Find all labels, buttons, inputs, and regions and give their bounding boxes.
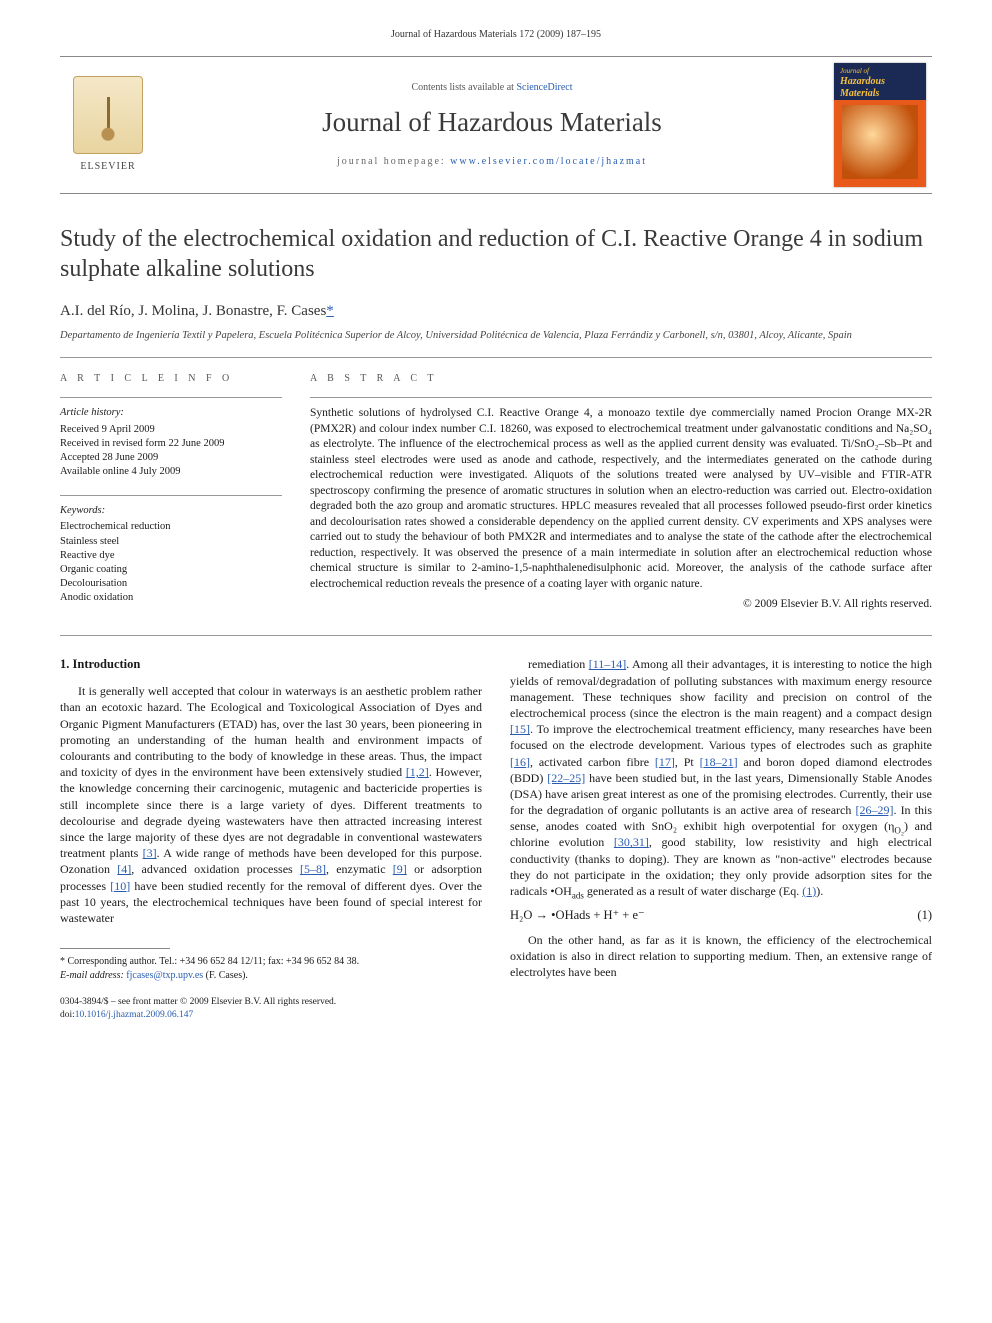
journal-homepage-link[interactable]: www.elsevier.com/locate/jhazmat: [450, 156, 647, 167]
citation-link[interactable]: [3]: [143, 846, 157, 860]
body-text: , enzymatic: [326, 862, 393, 876]
history-accepted: Accepted 28 June 2009: [60, 451, 282, 465]
doi-label: doi:: [60, 1010, 75, 1020]
citation-link[interactable]: [16]: [510, 755, 530, 769]
body-text: . To improve the electrochemical treatme…: [510, 722, 932, 752]
journal-homepage-line: journal homepage: www.elsevier.com/locat…: [337, 155, 647, 169]
authors-text: A.I. del Río, J. Molina, J. Bonastre, F.…: [60, 303, 326, 319]
divider-abs: [310, 397, 932, 398]
doi-block: 0304-3894/$ – see front matter © 2009 El…: [60, 996, 482, 1022]
article-info-label: A R T I C L E I N F O: [60, 372, 282, 386]
citation-link[interactable]: [10]: [110, 879, 130, 893]
contents-lists-line: Contents lists available at ScienceDirec…: [411, 81, 572, 95]
equation-number: (1): [917, 907, 932, 924]
journal-masthead: ELSEVIER Contents lists available at Sci…: [60, 56, 932, 194]
body-text: , Pt: [675, 755, 700, 769]
keyword-item: Anodic oxidation: [60, 591, 282, 605]
equation-body: H₂O → •OHads + H⁺ + e⁻: [510, 907, 645, 924]
front-matter-line: 0304-3894/$ – see front matter © 2009 El…: [60, 996, 482, 1009]
author-list: A.I. del Río, J. Molina, J. Bonastre, F.…: [60, 301, 932, 321]
body-text: generated as a result of water discharge…: [584, 884, 802, 898]
citation-link[interactable]: [5–8]: [300, 862, 326, 876]
doi-line: doi:10.1016/j.jhazmat.2009.06.147: [60, 1009, 482, 1022]
body-text: ).: [816, 884, 823, 898]
keyword-item: Organic coating: [60, 563, 282, 577]
citation-link[interactable]: [18–21]: [700, 755, 738, 769]
equation-ref-link[interactable]: (1): [802, 884, 816, 898]
journal-name: Journal of Hazardous Materials: [322, 104, 662, 140]
cover-word-c: Materials: [840, 87, 879, 101]
divider-bottom: [60, 635, 932, 636]
citation-link[interactable]: [1,2]: [406, 765, 429, 779]
email-label: E-mail address:: [60, 970, 126, 981]
body-paragraph-2: remediation [11–14]. Among all their adv…: [510, 656, 932, 899]
history-revised: Received in revised form 22 June 2009: [60, 437, 282, 451]
divider-info-1: [60, 397, 282, 398]
footnote-rule: [60, 948, 170, 949]
citation-link[interactable]: [15]: [510, 722, 530, 736]
masthead-center: Contents lists available at ScienceDirec…: [156, 57, 828, 193]
affiliation: Departamento de Ingeniería Textil y Pape…: [60, 329, 932, 343]
publisher-name: ELSEVIER: [80, 160, 135, 174]
journal-cover-thumbnail: Journal of Hazardous Materials: [834, 63, 926, 187]
article-title: Study of the electrochemical oxidation a…: [60, 224, 932, 285]
keywords-heading: Keywords:: [60, 504, 282, 518]
keyword-item: Reactive dye: [60, 549, 282, 563]
homepage-prefix: journal homepage:: [337, 156, 450, 167]
citation-link[interactable]: [4]: [117, 862, 131, 876]
body-text: , activated carbon fibre: [530, 755, 655, 769]
keyword-item: Stainless steel: [60, 535, 282, 549]
body-paragraph-3: On the other hand, as far as it is known…: [510, 932, 932, 981]
doi-link[interactable]: 10.1016/j.jhazmat.2009.06.147: [75, 1010, 193, 1020]
body-text: remediation: [528, 657, 589, 671]
abstract-column: A B S T R A C T Synthetic solutions of h…: [310, 372, 932, 622]
article-body: 1. Introduction It is generally well acc…: [60, 656, 932, 1021]
citation-link[interactable]: [26–29]: [855, 803, 893, 817]
copyright-line: © 2009 Elsevier B.V. All rights reserved…: [310, 597, 932, 613]
article-history-heading: Article history:: [60, 406, 282, 420]
running-head: Journal of Hazardous Materials 172 (2009…: [60, 28, 932, 42]
article-history-block: Article history: Received 9 April 2009 R…: [60, 406, 282, 479]
keywords-block: Keywords: Electrochemical reduction Stai…: [60, 504, 282, 605]
citation-link[interactable]: [9]: [393, 862, 407, 876]
footnote-email-line: E-mail address: fjcases@txp.upv.es (F. C…: [60, 969, 482, 983]
elsevier-tree-icon: [73, 76, 143, 154]
citation-link[interactable]: [30,31]: [614, 835, 649, 849]
abstract-label: A B S T R A C T: [310, 372, 932, 386]
sciencedirect-link[interactable]: ScienceDirect: [516, 82, 572, 93]
email-suffix: (F. Cases).: [203, 970, 248, 981]
citation-link[interactable]: [22–25]: [547, 771, 585, 785]
footnote-corr: * Corresponding author. Tel.: +34 96 652…: [60, 955, 482, 969]
email-link[interactable]: fjcases@txp.upv.es: [126, 970, 203, 981]
equation-1: H₂O → •OHads + H⁺ + e⁻ (1): [510, 907, 932, 924]
corresponding-author-footnote: * Corresponding author. Tel.: +34 96 652…: [60, 955, 482, 982]
section-1-heading: 1. Introduction: [60, 656, 482, 673]
cover-thumbnail-block: Journal of Hazardous Materials: [828, 57, 932, 193]
publisher-logo-block: ELSEVIER: [60, 57, 156, 193]
subscript: ads: [572, 890, 584, 900]
article-info-column: A R T I C L E I N F O Article history: R…: [60, 372, 282, 622]
body-paragraph-1: It is generally well accepted that colou…: [60, 683, 482, 926]
divider-info-2: [60, 495, 282, 496]
citation-link[interactable]: [17]: [655, 755, 675, 769]
body-text: , advanced oxidation processes: [131, 862, 300, 876]
cover-art-icon: [842, 105, 918, 179]
info-abstract-row: A R T I C L E I N F O Article history: R…: [60, 358, 932, 636]
corresponding-author-mark[interactable]: *: [326, 303, 334, 319]
abstract-text: Synthetic solutions of hydrolysed C.I. R…: [310, 406, 932, 592]
citation-link[interactable]: [11–14]: [589, 657, 627, 671]
keyword-item: Decolourisation: [60, 577, 282, 591]
history-received: Received 9 April 2009: [60, 423, 282, 437]
contents-prefix: Contents lists available at: [411, 82, 516, 93]
keyword-item: Electrochemical reduction: [60, 520, 282, 534]
history-online: Available online 4 July 2009: [60, 465, 282, 479]
